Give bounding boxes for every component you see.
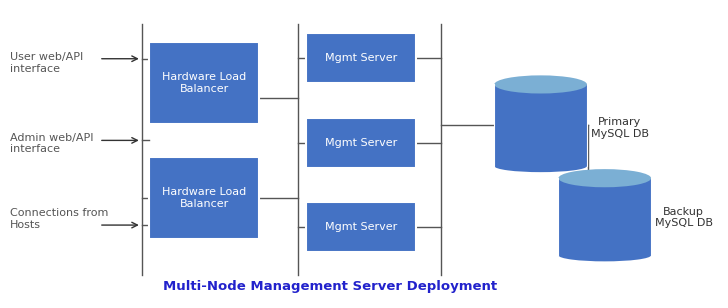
Text: Backup
MySQL DB: Backup MySQL DB: [654, 207, 713, 228]
Text: Hardware Load
Balancer: Hardware Load Balancer: [162, 187, 246, 209]
Text: Hardware Load
Balancer: Hardware Load Balancer: [162, 72, 246, 94]
Text: Primary
MySQL DB: Primary MySQL DB: [590, 117, 649, 139]
Text: Mgmt Server: Mgmt Server: [325, 138, 397, 148]
Text: Connections from
Hosts: Connections from Hosts: [10, 208, 108, 230]
Text: Admin web/API
interface: Admin web/API interface: [10, 133, 93, 154]
FancyBboxPatch shape: [306, 33, 416, 83]
Ellipse shape: [558, 169, 651, 187]
Polygon shape: [558, 178, 651, 255]
Text: Mgmt Server: Mgmt Server: [325, 53, 397, 63]
Text: User web/API
interface: User web/API interface: [10, 52, 83, 74]
Ellipse shape: [558, 249, 651, 261]
FancyBboxPatch shape: [306, 118, 416, 168]
FancyBboxPatch shape: [149, 42, 259, 124]
Text: Multi-Node Management Server Deployment: Multi-Node Management Server Deployment: [163, 280, 497, 293]
Polygon shape: [494, 84, 587, 166]
Ellipse shape: [494, 75, 587, 94]
Text: Mgmt Server: Mgmt Server: [325, 222, 397, 232]
FancyBboxPatch shape: [149, 157, 259, 239]
Ellipse shape: [494, 160, 587, 172]
FancyBboxPatch shape: [306, 202, 416, 252]
